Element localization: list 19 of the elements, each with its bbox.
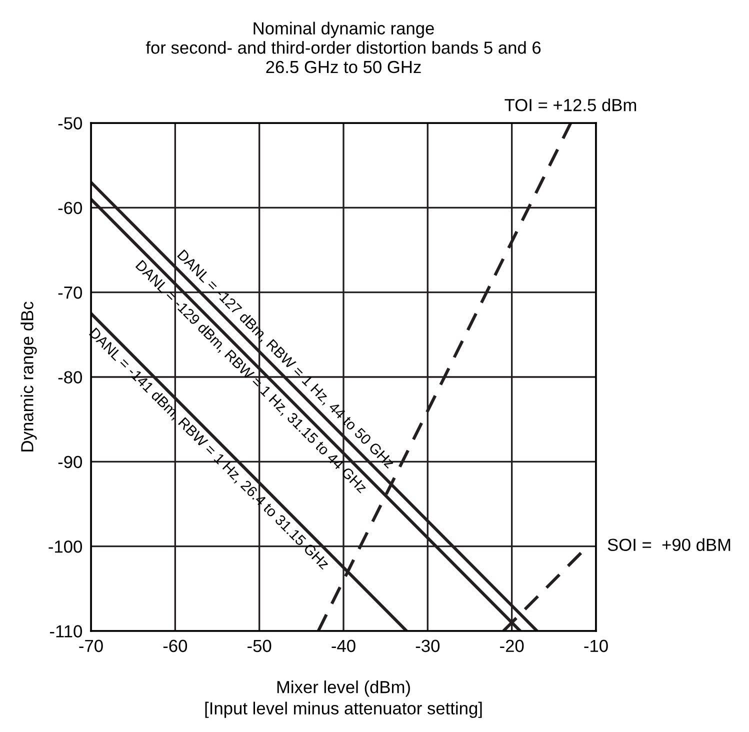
x-tick-label: -40 xyxy=(332,640,356,652)
y-tick-label: -80 xyxy=(58,371,82,384)
y-tick-label: -90 xyxy=(58,456,82,468)
x-tick-label: -70 xyxy=(79,640,103,652)
x-tick-label: -60 xyxy=(163,640,188,652)
x-tick-label: -20 xyxy=(500,640,524,652)
y-tick-label: -70 xyxy=(58,286,82,299)
y-tick-label: -110 xyxy=(50,625,82,638)
x-axis-title: Mixer level (dBm) [Input level minus attenuator setting] xyxy=(205,680,482,718)
y-tick-label: -100 xyxy=(48,540,82,553)
x-tick-label: -10 xyxy=(584,640,608,652)
x-tick-label: -30 xyxy=(416,640,440,652)
y-tick-label: -60 xyxy=(58,202,82,214)
chart-title: Nominal dynamic range for second- and third-order distortion bands 5 and 6 26.5 GHz to 50 GHz xyxy=(146,22,541,74)
y-tick-label: -50 xyxy=(58,117,82,130)
y-axis-title: Dynamic range dBc xyxy=(20,302,37,452)
annotation: SOI = +90 dBM xyxy=(608,538,730,551)
annotation: TOI = +12.5 dBm xyxy=(504,98,636,112)
x-tick-label: -50 xyxy=(248,640,272,652)
